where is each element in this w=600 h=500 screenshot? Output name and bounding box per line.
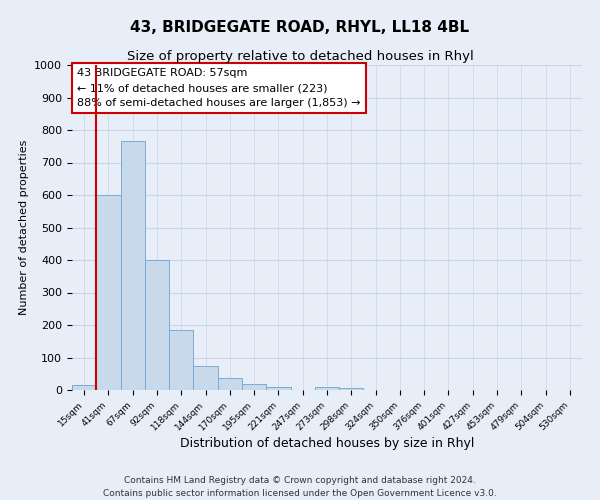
Text: Contains HM Land Registry data © Crown copyright and database right 2024.
Contai: Contains HM Land Registry data © Crown c… (103, 476, 497, 498)
Bar (218, 378, 242, 390)
Text: Size of property relative to detached houses in Rhyl: Size of property relative to detached ho… (127, 50, 473, 63)
X-axis label: Distribution of detached houses by size in Rhyl: Distribution of detached houses by size … (180, 438, 474, 450)
Text: 43, BRIDGEGATE ROAD, RHYL, LL18 4BL: 43, BRIDGEGATE ROAD, RHYL, LL18 4BL (130, 20, 470, 35)
Bar (266, 387, 290, 390)
Bar (121, 142, 145, 390)
Bar (339, 388, 364, 390)
Bar (242, 384, 266, 390)
Bar (193, 366, 218, 390)
Bar (145, 260, 169, 390)
Y-axis label: Number of detached properties: Number of detached properties (19, 140, 29, 315)
Bar (96, 195, 121, 390)
Bar (72, 385, 96, 390)
Text: 43 BRIDGEGATE ROAD: 57sqm
← 11% of detached houses are smaller (223)
88% of semi: 43 BRIDGEGATE ROAD: 57sqm ← 11% of detac… (77, 68, 361, 108)
Bar (315, 387, 339, 390)
Bar (169, 330, 193, 390)
